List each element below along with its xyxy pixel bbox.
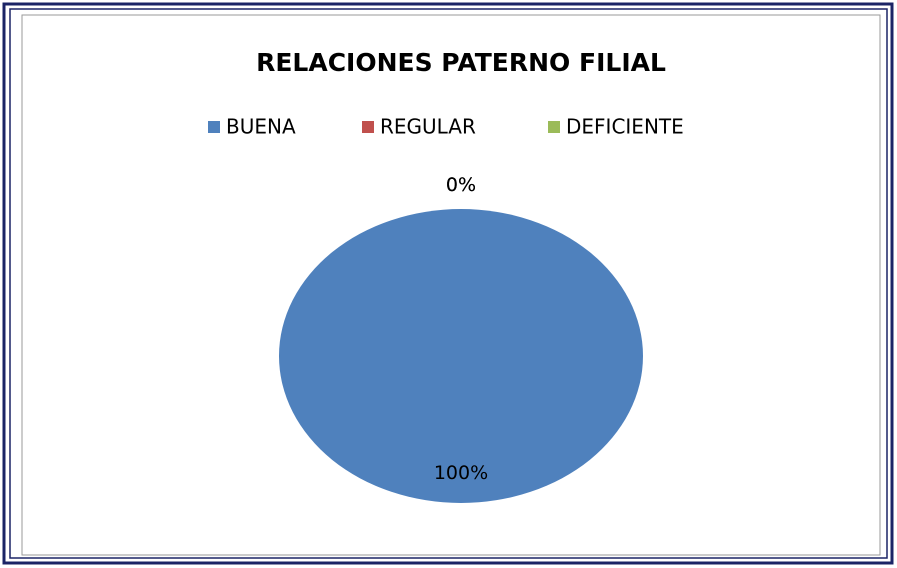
legend-swatch	[548, 121, 560, 133]
data-label: 0%	[446, 174, 476, 196]
chart-title: RELACIONES PATERNO FILIAL	[256, 48, 666, 77]
data-label: 0%	[446, 174, 476, 196]
inner-frame	[9, 8, 888, 559]
legend-label: DEFICIENTE	[566, 115, 684, 139]
legend-label: BUENA	[226, 115, 296, 139]
legend-swatch	[362, 121, 374, 133]
pie-slice	[279, 209, 643, 503]
legend-label: REGULAR	[380, 115, 476, 139]
data-label: 100%	[434, 462, 488, 484]
legend-swatch	[208, 121, 220, 133]
